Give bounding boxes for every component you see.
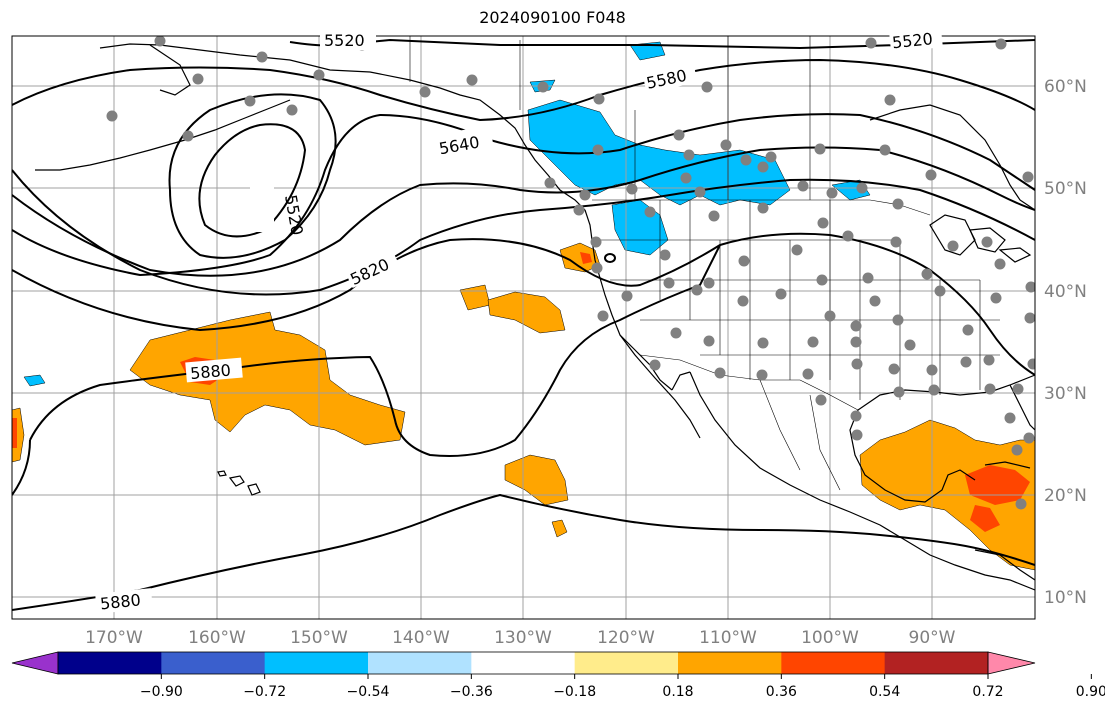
contour-label: 5880 xyxy=(189,361,231,383)
lat-tick-label: 30°N xyxy=(1044,384,1087,404)
negative-region-canada xyxy=(527,99,791,206)
contour-5880-west xyxy=(12,439,31,496)
colorbar-swatch xyxy=(58,652,162,674)
coastlines xyxy=(35,43,1035,591)
contour-5580 xyxy=(12,58,1035,122)
map-frame xyxy=(11,35,1036,620)
lon-tick-label: 160°W xyxy=(188,628,246,648)
colorbar-tick-label: −0.54 xyxy=(347,684,390,700)
positive-region-central-pacific xyxy=(129,311,406,446)
latitude-labels: 60°N 50°N 40°N 30°N 20°N 10°N xyxy=(1044,77,1087,608)
colorbar-swatch xyxy=(678,652,782,674)
contour-labels: 5520 5580 5520 5640 5520 5820 5880 5880 xyxy=(95,27,943,614)
lon-tick-label: 130°W xyxy=(494,628,552,648)
colorbar-frame xyxy=(57,651,989,675)
colorbar-tick-label: −0.72 xyxy=(243,684,286,700)
colorbar-tick-label: −0.90 xyxy=(140,684,183,700)
negative-region-alaska xyxy=(629,41,666,61)
contour-label: 5520 xyxy=(891,29,933,52)
negative-region-west-edge xyxy=(23,374,46,387)
lat-tick-label: 20°N xyxy=(1044,486,1087,506)
colorbar-swatch xyxy=(884,652,989,674)
colorbar-extend-low xyxy=(11,651,59,675)
map-gridlines xyxy=(12,36,1035,619)
strong-region-california xyxy=(580,252,592,264)
colorbar-tick-label: 0.18 xyxy=(662,684,693,700)
positive-region-small-island xyxy=(551,519,568,538)
strong-region-west-edge xyxy=(12,418,17,448)
lon-tick-label: 110°W xyxy=(699,628,757,648)
colorbar-extend-high xyxy=(987,651,1036,675)
colorbar-swatch xyxy=(574,652,679,674)
station-markers xyxy=(106,36,1035,510)
strong-region-caribbean xyxy=(970,505,1000,532)
longitude-labels: 170°W 160°W 150°W 140°W 130°W 120°W 110°… xyxy=(85,628,956,648)
colorbar-tick-label: 0.72 xyxy=(972,684,1003,700)
contour-5580-ring xyxy=(168,93,337,259)
lon-tick-label: 170°W xyxy=(85,628,143,648)
contour-5520-low xyxy=(198,123,307,238)
colorbar: −0.90 −0.72 −0.54 −0.36 −0.18 0.18 0.36 0.54 0.7… xyxy=(11,651,1105,700)
positive-region-east-pacific-2 xyxy=(487,291,566,334)
colorbar-swatch xyxy=(264,652,369,674)
contour-5760 xyxy=(12,169,1035,296)
colorbar-tick-label: 0.54 xyxy=(869,684,900,700)
colorbar-tick-label: 0.36 xyxy=(766,684,797,700)
contour-5700 xyxy=(12,146,1035,277)
contour-5880-loop xyxy=(29,244,721,457)
contour-label: 5880 xyxy=(99,590,141,613)
colorbar-swatch xyxy=(161,652,266,674)
lon-tick-label: 90°W xyxy=(909,628,956,648)
plot-title: 2024090100 F048 xyxy=(479,8,626,27)
colorbar-swatch xyxy=(781,652,886,674)
positive-region-tropical xyxy=(504,454,569,506)
lat-tick-label: 10°N xyxy=(1044,588,1087,608)
lon-tick-label: 120°W xyxy=(597,628,655,648)
lat-tick-label: 40°N xyxy=(1044,282,1087,302)
lon-tick-label: 150°W xyxy=(290,628,348,648)
colorbar-tick-label: 0.90 xyxy=(1076,684,1105,700)
lon-tick-label: 100°W xyxy=(801,628,859,648)
colorbar-tick-label: −0.18 xyxy=(553,684,596,700)
lat-tick-label: 60°N xyxy=(1044,77,1087,97)
colorbar-swatch xyxy=(368,652,472,674)
lon-tick-label: 140°W xyxy=(392,628,450,648)
lat-tick-label: 50°N xyxy=(1044,179,1087,199)
colorbar-tick-label: −0.36 xyxy=(450,684,493,700)
colorbar-swatch xyxy=(471,652,576,674)
contour-label: 5520 xyxy=(324,31,365,50)
contour-5880-south xyxy=(12,493,1035,611)
